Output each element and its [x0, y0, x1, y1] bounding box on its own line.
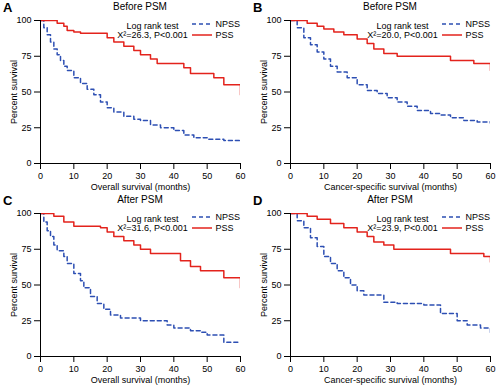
html-text:PSS: PSS [465, 29, 484, 40]
svg-text:20: 20 [352, 364, 362, 374]
svg-text:Percent survival: Percent survival [259, 60, 269, 124]
svg-text:Log rank testX²=26.3, P<0.001: Log rank testX²=26.3, P<0.001 [117, 21, 188, 40]
svg-text:30: 30 [135, 171, 145, 181]
svg-text:0: 0 [288, 364, 293, 374]
svg-text:40: 40 [169, 171, 179, 181]
svg-text:30: 30 [385, 171, 395, 181]
svg-text:Percent survival: Percent survival [259, 253, 269, 317]
svg-text:40: 40 [419, 364, 429, 374]
html-text:NPSS: NPSS [465, 18, 490, 29]
svg-text:10: 10 [319, 364, 329, 374]
svg-text:100: 100 [16, 15, 31, 25]
svg-text:30: 30 [135, 364, 145, 374]
svg-text:0: 0 [276, 351, 281, 361]
html-text:Before PSM: Before PSM [113, 1, 167, 12]
html-text:After PSM: After PSM [367, 194, 413, 205]
svg-text:Percent survival: Percent survival [9, 253, 19, 317]
svg-text:0: 0 [26, 351, 31, 361]
svg-text:25: 25 [271, 123, 281, 133]
svg-text:10: 10 [69, 171, 79, 181]
html-text:C: C [3, 193, 13, 208]
html-text:PSS: PSS [215, 29, 234, 40]
svg-text:0: 0 [38, 171, 43, 181]
svg-text:25: 25 [271, 316, 281, 326]
svg-text:75: 75 [271, 244, 281, 254]
svg-text:50: 50 [202, 364, 212, 374]
svg-text:0: 0 [38, 364, 43, 374]
svg-text:60: 60 [235, 364, 245, 374]
svg-text:75: 75 [21, 244, 31, 254]
svg-text:60: 60 [485, 364, 495, 374]
svg-text:50: 50 [21, 280, 31, 290]
html-text:After PSM: After PSM [117, 194, 163, 205]
svg-text:40: 40 [419, 171, 429, 181]
svg-text:0: 0 [288, 171, 293, 181]
html-text:Before PSM: Before PSM [363, 1, 417, 12]
svg-text:60: 60 [235, 171, 245, 181]
svg-text:Overall survival (months): Overall survival (months) [91, 182, 191, 192]
svg-text:20: 20 [102, 171, 112, 181]
svg-text:50: 50 [202, 171, 212, 181]
html-text:D: D [253, 193, 263, 208]
svg-text:100: 100 [266, 15, 281, 25]
svg-text:50: 50 [271, 87, 281, 97]
svg-text:25: 25 [21, 316, 31, 326]
html-text:PSS: PSS [465, 222, 484, 233]
svg-text:75: 75 [271, 51, 281, 61]
svg-text:25: 25 [21, 123, 31, 133]
svg-text:Log rank testX²=20.0, P<0.001: Log rank testX²=20.0, P<0.001 [367, 21, 438, 40]
svg-text:75: 75 [21, 51, 31, 61]
svg-text:50: 50 [271, 280, 281, 290]
svg-text:50: 50 [452, 364, 462, 374]
html-text:NPSS: NPSS [215, 18, 240, 29]
svg-text:0: 0 [276, 158, 281, 168]
svg-text:40: 40 [169, 364, 179, 374]
svg-text:Cancer-specific survival (mont: Cancer-specific survival (months) [324, 375, 457, 385]
html-text:B: B [253, 0, 263, 15]
svg-text:10: 10 [69, 364, 79, 374]
svg-text:20: 20 [352, 171, 362, 181]
svg-text:20: 20 [102, 364, 112, 374]
svg-text:50: 50 [21, 87, 31, 97]
html-text:NPSS: NPSS [215, 211, 240, 222]
html-text:NPSS: NPSS [465, 211, 490, 222]
svg-text:100: 100 [266, 208, 281, 218]
svg-text:60: 60 [485, 171, 495, 181]
svg-text:Log rank testX²=31.6, P<0.001: Log rank testX²=31.6, P<0.001 [117, 214, 188, 233]
svg-text:Overall survival (months): Overall survival (months) [91, 375, 191, 385]
html-text:A: A [3, 0, 13, 15]
svg-text:Cancer-specific survival (mont: Cancer-specific survival (months) [324, 182, 457, 192]
svg-text:30: 30 [385, 364, 395, 374]
svg-text:10: 10 [319, 171, 329, 181]
svg-text:Log rank testX²=23.9, P<0.001: Log rank testX²=23.9, P<0.001 [367, 214, 438, 233]
html-text:PSS: PSS [215, 222, 234, 233]
svg-text:50: 50 [452, 171, 462, 181]
svg-text:100: 100 [16, 208, 31, 218]
svg-text:0: 0 [26, 158, 31, 168]
svg-text:Percent survival: Percent survival [9, 60, 19, 124]
